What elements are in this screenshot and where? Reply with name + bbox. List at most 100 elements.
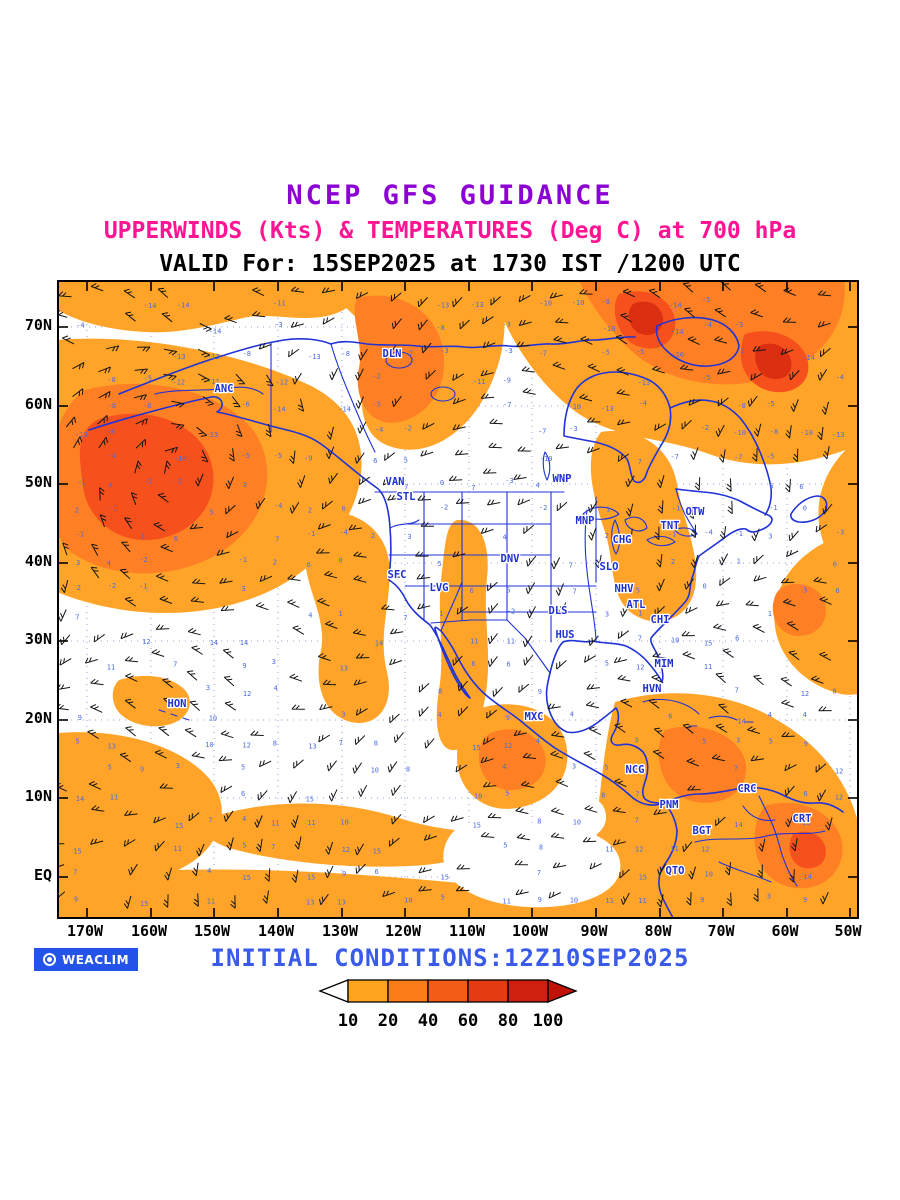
svg-text:1: 1 — [737, 558, 741, 566]
station-label-dnv: DNV — [501, 553, 521, 565]
colorbar-segment-3 — [467, 979, 509, 1003]
chart-title: NCEP GFS GUIDANCE — [286, 180, 614, 211]
svg-text:-3: -3 — [274, 321, 282, 329]
svg-text:-13: -13 — [207, 353, 220, 361]
svg-text:3: 3 — [736, 737, 740, 745]
svg-text:-14: -14 — [669, 302, 682, 310]
svg-text:13: 13 — [308, 742, 316, 750]
svg-text:8: 8 — [832, 687, 836, 695]
svg-text:14: 14 — [734, 821, 742, 829]
svg-text:-3: -3 — [836, 529, 844, 537]
lon-label-170w: 170W — [66, 922, 104, 940]
svg-text:-3: -3 — [502, 321, 510, 329]
svg-text:8: 8 — [601, 791, 605, 799]
svg-text:12: 12 — [835, 768, 843, 776]
station-label-ncg: NCG — [626, 764, 645, 776]
svg-text:15: 15 — [307, 874, 315, 882]
svg-text:3: 3 — [767, 892, 771, 900]
svg-text:-5: -5 — [373, 401, 381, 409]
lon-label-70w: 70W — [707, 922, 735, 940]
svg-text:-4: -4 — [340, 529, 348, 537]
station-label-dls: DLS — [549, 605, 568, 617]
svg-text:13: 13 — [340, 665, 348, 673]
svg-text:5: 5 — [505, 790, 509, 798]
svg-text:12: 12 — [635, 846, 643, 854]
svg-text:12: 12 — [342, 846, 350, 854]
svg-text:-2: -2 — [108, 582, 116, 590]
station-label-mxc: MXC — [525, 711, 544, 723]
svg-text:-8: -8 — [737, 402, 745, 410]
station-label-dln: DLN — [383, 348, 402, 360]
svg-text:-10: -10 — [671, 351, 684, 359]
svg-text:9: 9 — [242, 662, 246, 670]
station-label-van: VAN — [386, 476, 405, 488]
svg-text:-2: -2 — [404, 424, 412, 432]
svg-text:-8: -8 — [436, 324, 444, 332]
lon-label-130w: 130W — [321, 922, 359, 940]
svg-text:3: 3 — [634, 737, 638, 745]
svg-text:2: 2 — [273, 558, 277, 566]
colorbar-segment-2 — [427, 979, 469, 1003]
svg-text:13: 13 — [337, 898, 345, 906]
station-label-sfc: SFC — [388, 569, 407, 581]
svg-text:11: 11 — [605, 897, 613, 905]
svg-text:7: 7 — [339, 739, 343, 747]
svg-text:7: 7 — [75, 614, 79, 622]
svg-text:10: 10 — [705, 871, 713, 879]
lon-label-100w: 100W — [511, 922, 549, 940]
svg-text:3: 3 — [768, 533, 772, 541]
svg-text:6: 6 — [769, 483, 773, 491]
lat-label-30n: 30N — [24, 630, 52, 648]
svg-text:5: 5 — [438, 560, 442, 568]
svg-text:14: 14 — [76, 795, 84, 803]
svg-text:4: 4 — [274, 685, 278, 693]
station-label-wnp: WNP — [553, 473, 572, 485]
svg-text:4: 4 — [437, 711, 441, 719]
svg-text:-2: -2 — [539, 504, 547, 512]
svg-text:2: 2 — [371, 532, 375, 540]
svg-text:9: 9 — [538, 896, 542, 904]
svg-text:-8: -8 — [108, 402, 116, 410]
svg-text:1: 1 — [606, 506, 610, 514]
svg-text:6: 6 — [799, 483, 803, 491]
svg-text:12: 12 — [701, 846, 709, 854]
svg-text:10: 10 — [474, 793, 482, 801]
svg-text:5: 5 — [108, 764, 112, 772]
svg-text:15: 15 — [373, 848, 381, 856]
svg-text:11: 11 — [470, 637, 478, 645]
svg-text:-3: -3 — [504, 347, 512, 355]
svg-text:-8: -8 — [342, 350, 350, 358]
svg-text:1: 1 — [638, 610, 642, 618]
rivers-and-lakes — [154, 343, 826, 887]
lon-label-80w: 80W — [644, 922, 672, 940]
weaclim-logo-icon — [43, 953, 56, 966]
svg-text:8: 8 — [537, 818, 541, 826]
svg-text:5: 5 — [241, 764, 245, 772]
wind-barbs-field: -14 -14 -11 -13 -13 -10 -10 -8 -14-5-4-14-3 -8 -3-… — [59, 282, 845, 909]
svg-text:9: 9 — [78, 714, 82, 722]
svg-text:-4: -4 — [836, 373, 844, 381]
svg-text:11: 11 — [307, 819, 315, 827]
map-area: -14 -14 -11 -13 -13 -10 -10 -8 -14 -5 -4 -14 -3 -8 -3-… — [57, 280, 859, 919]
svg-text:-14: -14 — [802, 354, 815, 362]
svg-text:-1: -1 — [139, 583, 147, 591]
svg-text:2: 2 — [671, 558, 675, 566]
svg-text:-1: -1 — [735, 530, 743, 538]
svg-text:7: 7 — [635, 791, 639, 799]
svg-text:5: 5 — [506, 586, 510, 594]
svg-text:6: 6 — [241, 790, 245, 798]
svg-text:-5: -5 — [766, 400, 774, 408]
svg-text:7: 7 — [734, 765, 738, 773]
svg-text:-11: -11 — [207, 378, 220, 386]
svg-text:13: 13 — [306, 899, 314, 907]
weaclim-brand-text: WEACLIM — [62, 952, 130, 967]
svg-text:6: 6 — [174, 535, 178, 543]
svg-text:4: 4 — [207, 867, 211, 875]
svg-text:-2: -2 — [507, 607, 515, 615]
svg-text:-14: -14 — [177, 302, 190, 310]
station-label-anc: ANC — [215, 383, 234, 395]
station-labels: ANC DLN VAN STL WNP MNP OTW TNT CHG DNV SLO SFC LVG N… — [166, 347, 812, 879]
svg-text:5: 5 — [404, 457, 408, 465]
svg-text:15: 15 — [306, 795, 314, 803]
